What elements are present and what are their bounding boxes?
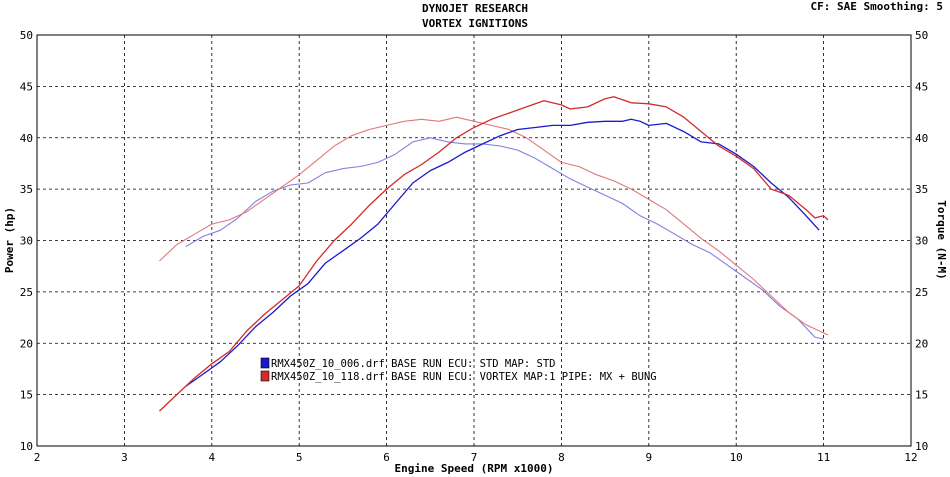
- y-right-tick-label: 15: [915, 389, 928, 402]
- y-left-tick-labels: 10 15 20 25 30 35 40 45 50: [20, 29, 33, 453]
- x-tick-label: 2: [34, 451, 41, 464]
- y-right-tick-label: 10: [915, 440, 928, 453]
- y-left-tick-label: 25: [20, 286, 33, 299]
- y-right-tick-label: 20: [915, 337, 928, 350]
- x-tick-label: 8: [558, 451, 565, 464]
- y-left-tick-label: 35: [20, 183, 33, 196]
- series-line-run-1-power: [185, 118, 820, 387]
- x-tick-label: 11: [817, 451, 830, 464]
- legend-swatch-run-1: [260, 357, 270, 369]
- y-right-axis-label: Torque (N-M): [935, 200, 948, 279]
- chart-subtitle: VORTEX IGNITIONS: [422, 17, 528, 30]
- legend-label-run-2: RMX450Z_10_118.drf BASE RUN ECU: VORTEX …: [271, 371, 657, 383]
- y-left-tick-label: 45: [20, 80, 33, 93]
- x-tick-label: 7: [471, 451, 478, 464]
- x-tick-label: 12: [904, 451, 917, 464]
- x-tick-label: 4: [208, 451, 215, 464]
- series-line-run-1-torque: [185, 137, 824, 340]
- x-tick-label: 9: [645, 451, 652, 464]
- y-right-tick-label: 25: [915, 286, 928, 299]
- legend: RMX450Z_10_006.drf BASE RUN ECU: STD MAP…: [260, 357, 657, 383]
- y-right-tick-label: 50: [915, 29, 928, 42]
- series-layer: [158, 96, 829, 412]
- grid-layer: [37, 35, 911, 446]
- x-axis-label: Engine Speed (RPM x1000): [395, 462, 554, 475]
- y-right-tick-labels: 10 15 20 25 30 35 40 45 50: [915, 29, 928, 453]
- x-tick-label: 3: [121, 451, 128, 464]
- x-tick-label: 5: [296, 451, 303, 464]
- chart-title: DYNOJET RESEARCH: [422, 2, 528, 15]
- legend-swatch-run-2: [260, 370, 270, 382]
- y-right-tick-label: 40: [915, 132, 928, 145]
- y-right-tick-label: 35: [915, 183, 928, 196]
- series-line-run-2-power: [158, 96, 829, 412]
- legend-label-run-1: RMX450Z_10_006.drf BASE RUN ECU: STD MAP…: [271, 358, 555, 370]
- x-tick-label: 10: [730, 451, 743, 464]
- y-left-tick-label: 10: [20, 440, 33, 453]
- y-right-tick-label: 45: [915, 80, 928, 93]
- y-left-tick-label: 50: [20, 29, 33, 42]
- plot-frame: [36, 34, 912, 447]
- y-right-tick-label: 30: [915, 235, 928, 248]
- y-left-tick-label: 30: [20, 235, 33, 248]
- y-left-tick-label: 40: [20, 132, 33, 145]
- header-right-info: CF: SAE Smoothing: 5: [811, 0, 943, 13]
- x-tick-labels: 2 3 4 5 6 7 8 9 10 11 12: [34, 451, 918, 464]
- y-left-tick-label: 20: [20, 337, 33, 350]
- y-left-axis-label: Power (hp): [3, 207, 16, 273]
- series-line-run-2-torque: [159, 116, 829, 336]
- y-left-tick-label: 15: [20, 389, 33, 402]
- x-tick-label: 6: [383, 451, 390, 464]
